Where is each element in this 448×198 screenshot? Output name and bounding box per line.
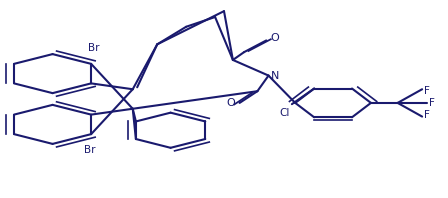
- Text: O: O: [226, 98, 235, 108]
- Text: N: N: [271, 70, 279, 81]
- Text: F: F: [424, 86, 430, 96]
- Text: Br: Br: [88, 43, 100, 53]
- Text: F: F: [429, 98, 435, 108]
- Text: O: O: [271, 32, 280, 43]
- Text: Cl: Cl: [279, 108, 290, 118]
- Text: F: F: [424, 110, 430, 120]
- Text: Br: Br: [84, 145, 95, 155]
